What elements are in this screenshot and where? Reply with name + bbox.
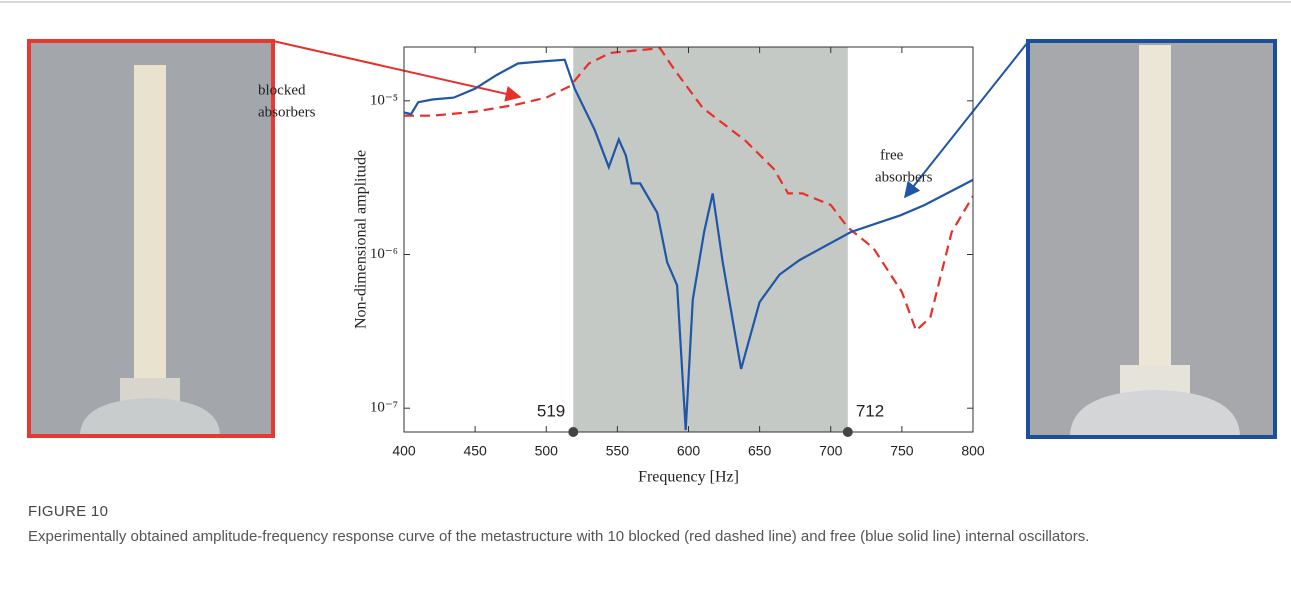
band-edge-dot bbox=[842, 427, 853, 437]
x-tick-label: 450 bbox=[463, 443, 487, 459]
series-line bbox=[404, 47, 973, 333]
series-line bbox=[404, 58, 973, 431]
y-tick-label: 10⁻⁵ bbox=[370, 92, 398, 108]
figure: 400 450 500 550 600 650 700 750 800 10⁻⁷ 10⁻⁶ 10⁻⁵ F… bbox=[0, 1, 1291, 486]
x-tick-label: 700 bbox=[819, 443, 843, 459]
x-tick-label: 550 bbox=[606, 443, 630, 459]
photo-blocked bbox=[27, 39, 275, 438]
band-edge-label: 519 bbox=[537, 401, 565, 420]
annotation: blocked bbox=[258, 82, 306, 98]
annotation: free bbox=[880, 147, 904, 163]
plot: 400 450 500 550 600 650 700 750 800 10⁻⁷ 10⁻⁶ 10⁻⁵ F… bbox=[353, 46, 985, 486]
figure-label: FIGURE 10 bbox=[28, 503, 109, 520]
x-tick-label: 600 bbox=[677, 443, 701, 459]
x-tick-label: 750 bbox=[890, 443, 914, 459]
y-tick-label: 10⁻⁷ bbox=[370, 400, 398, 416]
x-tick-label: 500 bbox=[535, 443, 559, 459]
shaded-band bbox=[573, 47, 848, 432]
x-tick-label: 650 bbox=[748, 443, 772, 459]
x-tick-label: 800 bbox=[961, 443, 985, 459]
x-tick-label: 400 bbox=[392, 443, 416, 459]
photo-free bbox=[1026, 39, 1277, 439]
band-edge-dot bbox=[568, 427, 579, 437]
y-tick-label: 10⁻⁶ bbox=[370, 246, 398, 262]
annotation: absorbers bbox=[258, 104, 316, 120]
y-axis-label: Non-dimensional amplitude bbox=[353, 150, 370, 329]
x-axis-label: Frequency [Hz] bbox=[638, 469, 739, 486]
arrow-free bbox=[904, 41, 1029, 199]
arrow-blocked bbox=[272, 40, 522, 102]
figure-caption: Experimentally obtained amplitude-freque… bbox=[28, 528, 1090, 545]
band-edge-label: 712 bbox=[856, 401, 884, 420]
annotation: absorbers bbox=[875, 169, 933, 185]
